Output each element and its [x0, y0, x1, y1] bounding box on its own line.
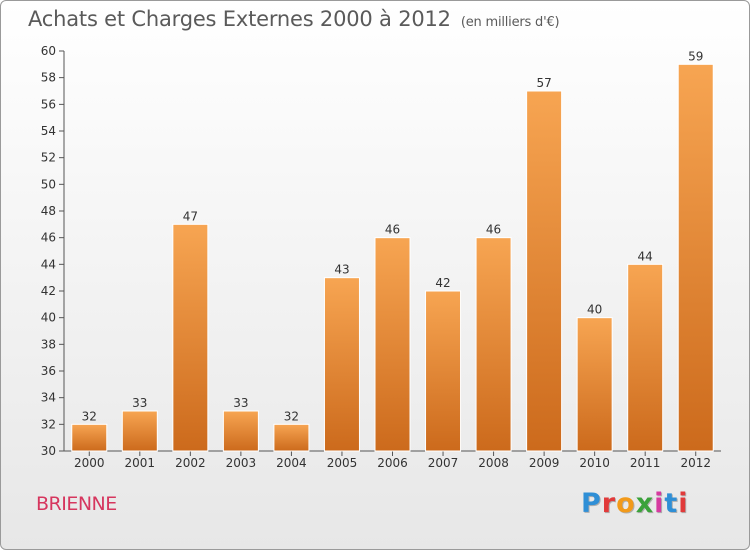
- x-tick-label: 2006: [377, 456, 408, 470]
- logo-letter: i: [678, 488, 689, 519]
- x-tick-label: 2008: [478, 456, 509, 470]
- bar-value-label: 43: [334, 263, 349, 277]
- bar-value-label: 57: [536, 76, 551, 90]
- x-tick-label: 2005: [327, 456, 358, 470]
- y-tick-label: 42: [41, 284, 56, 298]
- bar: [121, 410, 158, 452]
- x-tick-label: 2011: [630, 456, 661, 470]
- bar: [677, 63, 714, 452]
- x-tick-label: 2002: [175, 456, 206, 470]
- bar-value-label: 33: [132, 396, 147, 410]
- y-tick-label: 38: [41, 337, 56, 351]
- logo-letter: t: [664, 488, 679, 519]
- y-tick-label: 58: [41, 71, 56, 85]
- bar: [323, 277, 360, 452]
- bar: [627, 263, 664, 452]
- bar: [172, 223, 209, 452]
- y-tick-label: 46: [41, 231, 56, 245]
- logo-letter: o: [616, 488, 636, 519]
- bar-value-label: 47: [183, 209, 198, 223]
- commune-name: BRIENNE: [36, 493, 117, 515]
- y-tick-label: 32: [41, 417, 56, 431]
- bar: [71, 423, 108, 452]
- chart-subtitle: (en milliers d'€): [460, 15, 560, 30]
- bar: [576, 317, 613, 452]
- x-tick-label: 2003: [226, 456, 257, 470]
- y-tick-label: 60: [41, 44, 56, 58]
- bar: [526, 90, 563, 452]
- x-tick-label: 2009: [529, 456, 560, 470]
- bar-value-label: 46: [486, 223, 501, 237]
- y-tick-label: 34: [41, 391, 56, 405]
- bar-value-label: 40: [587, 303, 602, 317]
- logo-letter: i: [654, 488, 665, 519]
- y-tick-label: 36: [41, 364, 56, 378]
- x-tick-label: 2012: [680, 456, 711, 470]
- x-tick-label: 2001: [125, 456, 156, 470]
- y-tick-label: 56: [41, 97, 56, 111]
- bar-value-label: 59: [688, 49, 703, 63]
- y-tick-label: 54: [41, 124, 56, 138]
- bar-value-label: 32: [82, 409, 97, 423]
- bar: [374, 237, 411, 452]
- y-tick-label: 50: [41, 177, 56, 191]
- bar-value-label: 44: [638, 249, 653, 263]
- bar: [222, 410, 259, 452]
- chart-title-text: Achats et Charges Externes 2000 à 2012: [28, 7, 451, 31]
- chart-title: Achats et Charges Externes 2000 à 2012 (e…: [28, 7, 560, 31]
- bar-value-label: 46: [385, 223, 400, 237]
- bar: [475, 237, 512, 452]
- logo-letter: P: [581, 488, 602, 519]
- bar: [273, 423, 310, 452]
- y-tick-label: 30: [41, 444, 56, 458]
- y-tick-label: 52: [41, 151, 56, 165]
- bar-value-label: 32: [284, 409, 299, 423]
- x-tick-label: 2010: [579, 456, 610, 470]
- logo-letter: r: [601, 488, 617, 519]
- y-tick-label: 40: [41, 311, 56, 325]
- logo-letter: x: [635, 488, 655, 519]
- bar: [425, 290, 462, 452]
- y-tick-label: 48: [41, 204, 56, 218]
- x-tick-label: 2004: [276, 456, 307, 470]
- y-tick-label: 44: [41, 257, 56, 271]
- x-tick-label: 2007: [428, 456, 459, 470]
- proxiti-logo: Proxiti: [581, 488, 689, 519]
- bar-value-label: 33: [233, 396, 248, 410]
- x-tick-label: 2000: [74, 456, 105, 470]
- bar-value-label: 42: [435, 276, 450, 290]
